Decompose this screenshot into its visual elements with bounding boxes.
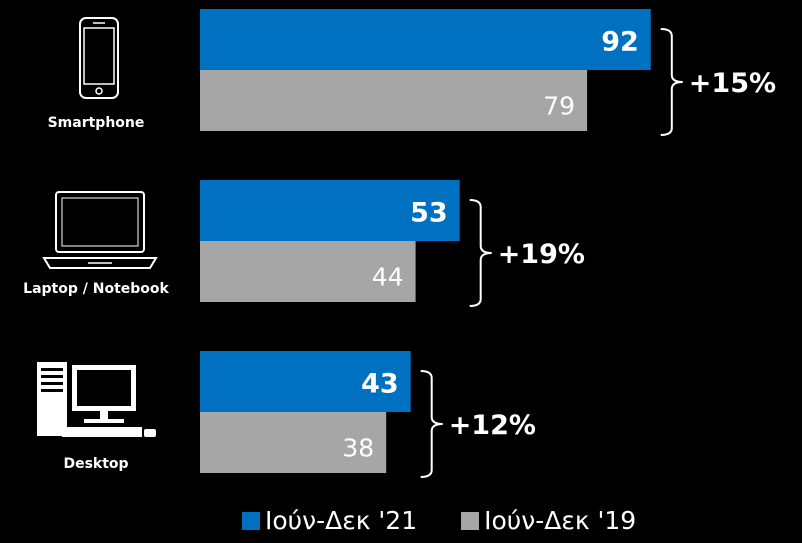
legend-item-previous: Ιούν-Δεκ '19 — [461, 506, 636, 535]
legend-item-current: Ιούν-Δεκ '21 — [242, 506, 417, 535]
growth-bracket-laptop-notebook — [469, 199, 492, 307]
laptop-icon — [42, 191, 158, 269]
chart-legend: Ιούν-Δεκ '21 Ιούν-Δεκ '19 — [242, 506, 680, 535]
bar-laptop-notebook-current — [200, 180, 460, 241]
category-label-laptop-notebook: Laptop / Notebook — [23, 281, 169, 297]
value-label-smartphone-current: 92 — [601, 27, 639, 58]
category-label-desktop: Desktop — [63, 456, 128, 472]
smartphone-icon — [79, 17, 119, 99]
bar-smartphone-previous — [200, 70, 588, 131]
legend-swatch-current — [242, 511, 260, 530]
growth-label-desktop: +12% — [449, 410, 536, 441]
growth-label-laptop-notebook: +19% — [498, 239, 585, 270]
bar-smartphone-current — [200, 9, 651, 70]
legend-label-previous: Ιούν-Δεκ '19 — [484, 506, 637, 535]
category-label-smartphone: Smartphone — [48, 115, 145, 131]
bar-chart: Smartphone 92 79 +15% Laptop / Notebook 53 44 +… — [23, 9, 776, 478]
bar-desktop-current — [200, 351, 411, 412]
growth-label-smartphone: +15% — [689, 68, 776, 99]
value-label-smartphone-previous: 79 — [543, 92, 575, 121]
desktop-computer-icon — [37, 362, 156, 437]
growth-bracket-smartphone — [660, 28, 683, 136]
legend-swatch-previous — [461, 511, 480, 530]
value-label-laptop-notebook-previous: 44 — [372, 263, 404, 292]
growth-bracket-desktop — [420, 370, 443, 478]
value-label-desktop-previous: 38 — [342, 434, 374, 463]
value-label-laptop-notebook-current: 53 — [410, 198, 448, 229]
value-label-desktop-current: 43 — [361, 369, 399, 400]
bar-laptop-notebook-previous — [200, 241, 416, 302]
legend-label-current: Ιούν-Δεκ '21 — [265, 506, 418, 535]
bar-desktop-previous — [200, 412, 387, 473]
